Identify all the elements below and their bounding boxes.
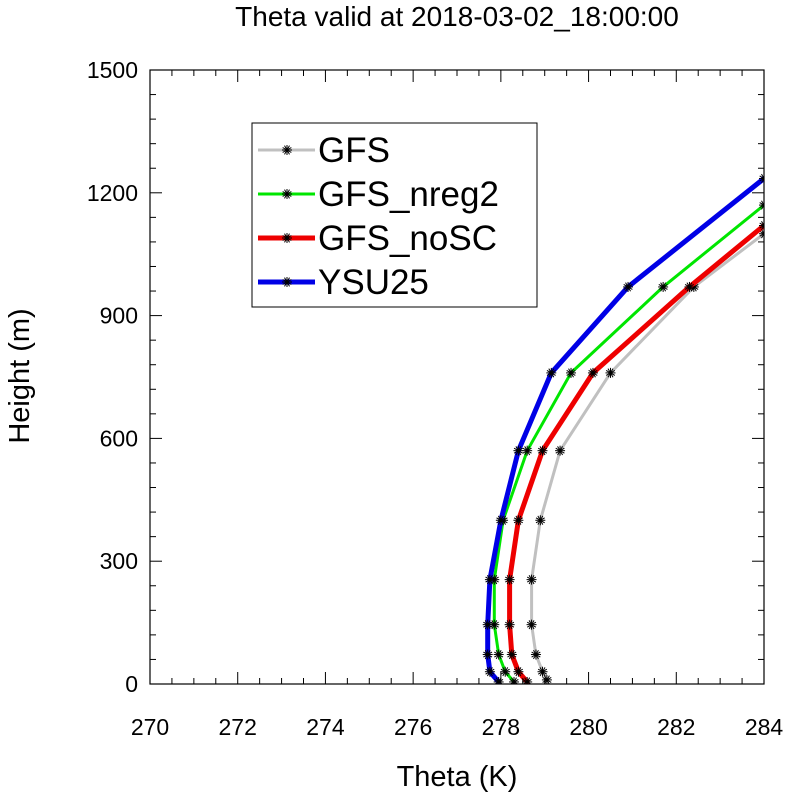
data-point-marker (526, 574, 537, 585)
data-point-marker (658, 281, 669, 292)
data-point-marker (623, 281, 634, 292)
x-axis-title: Theta (K) (397, 761, 518, 793)
x-tick-label: 284 (745, 714, 784, 740)
data-point-marker (484, 574, 495, 585)
legend-item: GFS_nreg2 (258, 175, 499, 214)
data-point-marker (493, 649, 504, 660)
data-point-marker (684, 281, 695, 292)
data-point-marker (555, 445, 566, 456)
series-gfs-nosc (504, 220, 764, 684)
data-point-marker (530, 649, 541, 660)
data-point-marker (513, 666, 524, 677)
legend-marker (282, 277, 292, 287)
data-point-marker (587, 367, 598, 378)
series-layer (482, 173, 764, 684)
data-point-marker (537, 666, 548, 677)
legend-label: GFS (318, 131, 390, 170)
data-point-marker (566, 367, 577, 378)
legend-label: GFS_noSC (318, 219, 497, 258)
series-ysu25 (482, 173, 764, 684)
x-tick-label: 282 (657, 714, 695, 740)
data-point-marker (759, 200, 764, 211)
data-point-marker (482, 649, 493, 660)
data-point-marker (504, 574, 515, 585)
data-point-marker (513, 515, 524, 526)
series-line (492, 203, 764, 684)
legend-marker (282, 233, 292, 243)
series-line (530, 232, 764, 682)
y-tick-label: 1200 (87, 180, 138, 206)
legend: GFS GFS_nreg2 GFS_noSC YSU25 (251, 122, 538, 308)
legend-label: YSU25 (318, 263, 429, 302)
data-point-marker (522, 445, 533, 456)
y-tick-label: 900 (100, 303, 138, 329)
x-tick-label: 280 (569, 714, 607, 740)
x-tick-label: 270 (131, 714, 169, 740)
data-point-marker (509, 676, 520, 684)
x-tick-label: 278 (482, 714, 520, 740)
x-tick-label: 274 (306, 714, 345, 740)
x-tick-label: 272 (219, 714, 257, 740)
data-point-marker (537, 445, 548, 456)
axis-ticks: 270 272 274 276 278 280 282 284 0 300 600 900 1200 15… (87, 57, 784, 740)
chart-title: Theta valid at 2018-03-02_18:00:00 (235, 1, 679, 32)
y-tick-label: 300 (100, 548, 138, 574)
data-point-marker (759, 173, 764, 184)
series-line (485, 176, 764, 684)
legend-item: GFS (258, 131, 390, 170)
legend-box (251, 122, 538, 308)
data-point-marker (504, 619, 515, 630)
data-point-marker (605, 367, 616, 378)
y-tick-label: 1500 (87, 57, 138, 83)
data-point-marker (522, 676, 533, 684)
data-point-marker (526, 619, 537, 630)
legend-label: GFS_nreg2 (318, 175, 499, 214)
x-tick-label: 276 (394, 714, 432, 740)
data-point-marker (484, 666, 495, 677)
y-tick-label: 600 (100, 425, 138, 451)
data-point-marker (506, 649, 517, 660)
legend-marker (282, 145, 292, 155)
data-point-marker (759, 220, 764, 231)
series-line (507, 223, 764, 684)
data-point-marker (482, 619, 493, 630)
y-axis-title: Height (m) (4, 308, 36, 443)
data-point-marker (541, 674, 552, 684)
legend-item: GFS_noSC (258, 219, 497, 258)
legend-item: YSU25 (258, 263, 429, 302)
data-point-marker (535, 515, 546, 526)
data-point-marker (546, 367, 557, 378)
data-point-marker (500, 666, 511, 677)
legend-marker (282, 189, 292, 199)
series-gfs (526, 228, 764, 684)
data-point-marker (759, 228, 764, 239)
data-point-marker (493, 676, 504, 684)
data-point-marker (495, 515, 506, 526)
y-tick-label: 0 (125, 671, 138, 697)
data-point-marker (513, 445, 524, 456)
